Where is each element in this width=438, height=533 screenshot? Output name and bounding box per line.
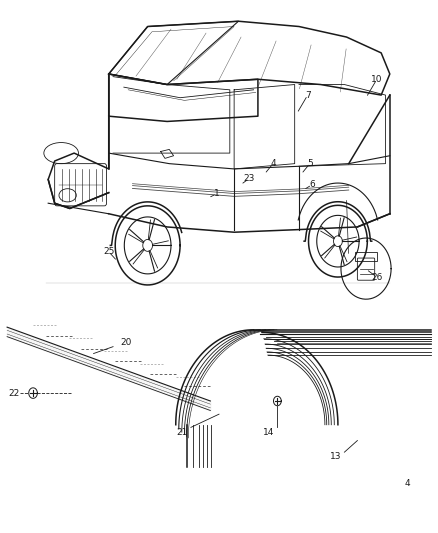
Polygon shape [48, 116, 109, 208]
Text: 13: 13 [330, 452, 342, 461]
Text: 1: 1 [214, 189, 220, 198]
Text: 20: 20 [120, 338, 132, 348]
Text: 7: 7 [305, 91, 311, 100]
Text: 14: 14 [263, 428, 275, 437]
Text: 4: 4 [270, 159, 276, 168]
Text: 4: 4 [404, 479, 410, 488]
Polygon shape [109, 74, 258, 122]
Text: 6: 6 [309, 180, 315, 189]
Text: 25: 25 [103, 247, 114, 256]
Text: 21: 21 [177, 428, 188, 437]
Text: 5: 5 [307, 159, 313, 168]
Text: 26: 26 [371, 272, 382, 281]
Text: 22: 22 [8, 389, 19, 398]
Text: 23: 23 [244, 174, 255, 183]
Text: 10: 10 [371, 75, 382, 84]
